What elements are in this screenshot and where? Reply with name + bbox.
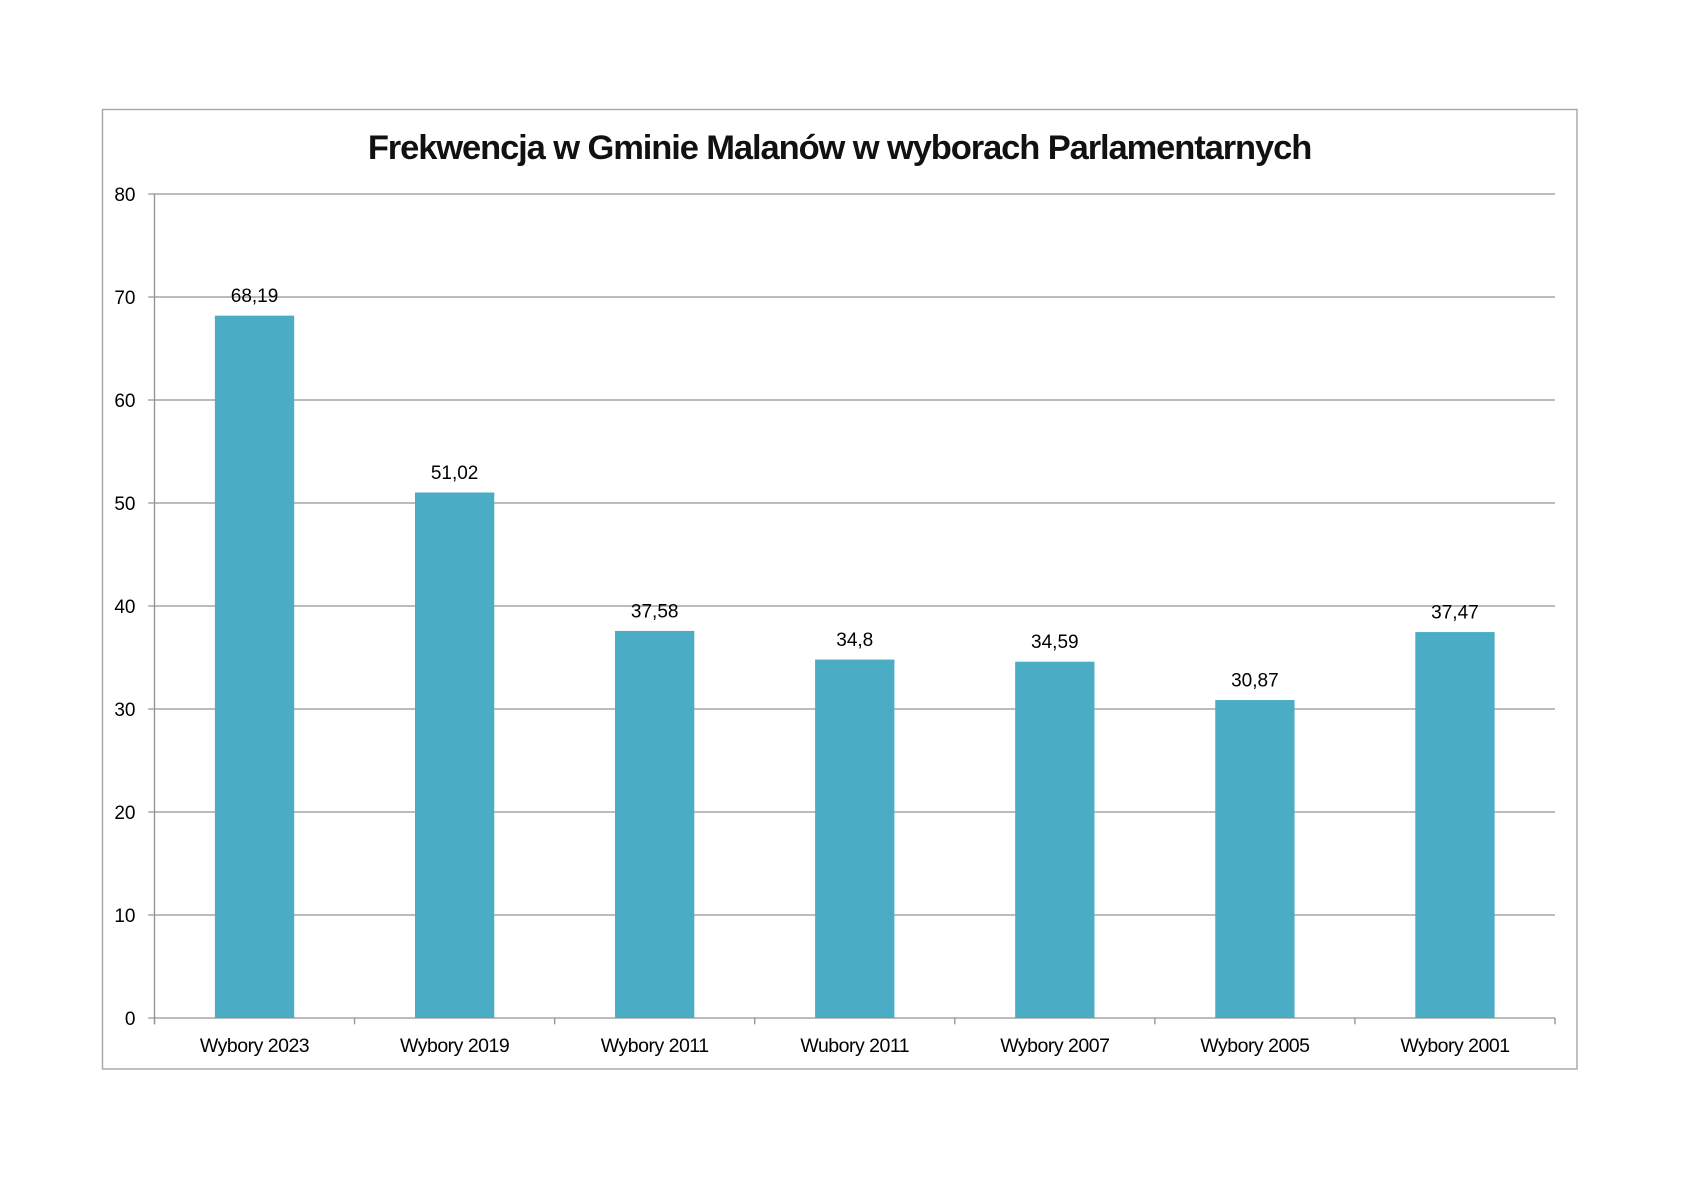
svg-text:Frekwencja w Gminie Malanów w: Frekwencja w Gminie Malanów w wyborach P…	[368, 129, 1311, 167]
svg-text:34,59: 34,59	[1031, 632, 1079, 653]
svg-text:40: 40	[114, 597, 135, 618]
svg-text:Wybory 2019: Wybory 2019	[400, 1035, 509, 1057]
svg-text:80: 80	[114, 185, 135, 206]
svg-text:Wybory 2023: Wybory 2023	[200, 1035, 309, 1057]
svg-text:34,8: 34,8	[836, 630, 873, 651]
svg-text:Wybory 2011: Wybory 2011	[601, 1035, 709, 1057]
svg-text:30,87: 30,87	[1231, 671, 1279, 692]
svg-text:Wybory 2005: Wybory 2005	[1200, 1035, 1310, 1057]
svg-text:37,58: 37,58	[631, 601, 679, 622]
svg-text:Wybory 2001: Wybory 2001	[1400, 1035, 1509, 1057]
svg-text:Wybory 2007: Wybory 2007	[1000, 1035, 1109, 1057]
svg-text:68,19: 68,19	[231, 286, 279, 307]
svg-text:10: 10	[114, 906, 135, 927]
svg-text:30: 30	[114, 700, 135, 721]
svg-text:Wubory 2011: Wubory 2011	[800, 1035, 909, 1057]
svg-text:37,47: 37,47	[1431, 603, 1479, 624]
svg-text:51,02: 51,02	[431, 463, 479, 484]
svg-text:70: 70	[114, 288, 135, 309]
svg-text:50: 50	[114, 494, 135, 515]
svg-text:0: 0	[125, 1009, 136, 1030]
svg-text:20: 20	[114, 803, 135, 824]
svg-text:60: 60	[114, 391, 135, 412]
